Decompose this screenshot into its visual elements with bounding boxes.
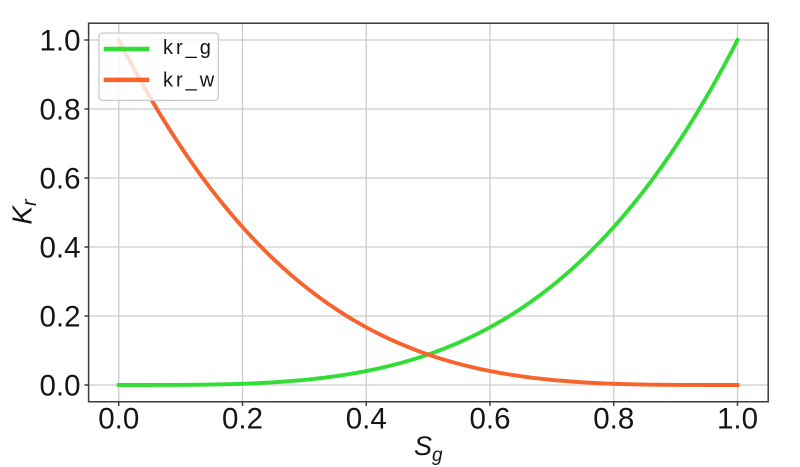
svg-text:0.2: 0.2 xyxy=(222,403,263,436)
svg-text:0.0: 0.0 xyxy=(39,370,80,403)
svg-text:0.4: 0.4 xyxy=(346,403,387,436)
svg-text:0.8: 0.8 xyxy=(593,403,634,436)
svg-text:0.0: 0.0 xyxy=(98,403,139,436)
svg-text:1.0: 1.0 xyxy=(39,25,80,58)
svg-text:0.2: 0.2 xyxy=(39,301,80,334)
svg-text:0.4: 0.4 xyxy=(39,232,80,265)
svg-text:0.6: 0.6 xyxy=(39,163,80,196)
svg-text:0.6: 0.6 xyxy=(469,403,510,436)
svg-text:1.0: 1.0 xyxy=(717,403,758,436)
svg-text:kr_w: kr_w xyxy=(163,70,217,92)
svg-text:kr_g: kr_g xyxy=(163,37,214,59)
svg-text:0.8: 0.8 xyxy=(39,94,80,127)
svg-text:Kr: Kr xyxy=(6,198,41,225)
